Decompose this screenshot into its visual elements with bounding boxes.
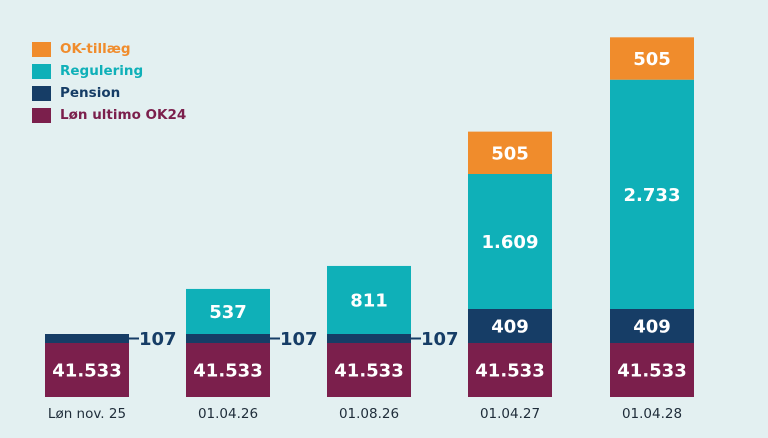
data-label-ok-tillaeg-4: 505: [633, 49, 671, 70]
data-label-regulering-3: 1.609: [482, 232, 539, 253]
data-label-loen-ultimo-ok24-0: 41.533: [52, 361, 121, 382]
legend-label-pension: Pension: [60, 85, 121, 101]
data-label-pension-2: 107: [421, 329, 459, 350]
bar-segment-pension-1: [186, 334, 270, 343]
x-tick-label-3: 01.04.27: [480, 406, 540, 422]
x-tick-label-4: 01.04.28: [622, 406, 682, 422]
data-label-regulering-4: 2.733: [624, 185, 681, 206]
legend-item-regulering: Regulering: [32, 60, 186, 82]
legend-label-regulering: Regulering: [60, 63, 144, 79]
legend-item-pension: Pension: [32, 82, 186, 104]
data-label-pension-0: 107: [139, 329, 177, 350]
legend-swatch-loen-ultimo: [32, 107, 51, 123]
data-label-pension-3: 409: [491, 317, 529, 338]
bar-segment-ok-tillaeg-3: [468, 131, 552, 174]
legend-item-loen-ultimo: Løn ultimo OK24: [32, 104, 186, 126]
bar-segment-loen-ultimo-ok24-1: [186, 343, 270, 397]
legend-swatch-regulering: [32, 63, 51, 79]
data-label-pension-1: 107: [280, 329, 318, 350]
bar-segment-loen-ultimo-ok24-2: [327, 343, 411, 397]
bar-segment-regulering-1: [186, 288, 270, 334]
data-label-pension-4: 409: [633, 317, 671, 338]
bar-segment-regulering-3: [468, 173, 552, 309]
legend-label-ok-tillaeg: OK-tillæg: [60, 41, 131, 57]
chart-legend: OK-tillæg Regulering Pension Løn ultimo …: [32, 38, 186, 126]
data-label-loen-ultimo-ok24-2: 41.533: [334, 361, 403, 382]
data-label-loen-ultimo-ok24-4: 41.533: [617, 361, 686, 382]
x-tick-label-2: 01.08.26: [339, 406, 399, 422]
bar-segment-regulering-2: [327, 265, 411, 334]
bar-segment-regulering-4: [610, 79, 694, 309]
bar-segment-pension-0: [45, 334, 129, 343]
data-label-ok-tillaeg-3: 505: [491, 143, 529, 164]
legend-label-loen-ultimo: Løn ultimo OK24: [60, 107, 187, 123]
bar-segment-pension-4: [610, 309, 694, 343]
bar-segment-pension-2: [327, 334, 411, 343]
bar-segment-loen-ultimo-ok24-0: [45, 343, 129, 397]
legend-item-ok-tillaeg: OK-tillæg: [32, 38, 186, 60]
data-label-loen-ultimo-ok24-1: 41.533: [193, 361, 262, 382]
bar-segment-pension-3: [468, 309, 552, 343]
data-label-regulering-2: 811: [350, 290, 388, 311]
data-label-loen-ultimo-ok24-3: 41.533: [475, 361, 544, 382]
bar-segment-ok-tillaeg-4: [610, 37, 694, 80]
legend-swatch-ok-tillaeg: [32, 41, 51, 57]
legend-swatch-pension: [32, 85, 51, 101]
bar-segment-loen-ultimo-ok24-3: [468, 343, 552, 397]
x-tick-label-0: Løn nov. 25: [48, 406, 126, 422]
data-label-regulering-1: 537: [209, 302, 247, 323]
bar-segment-loen-ultimo-ok24-4: [610, 343, 694, 397]
x-tick-label-1: 01.04.26: [198, 406, 258, 422]
